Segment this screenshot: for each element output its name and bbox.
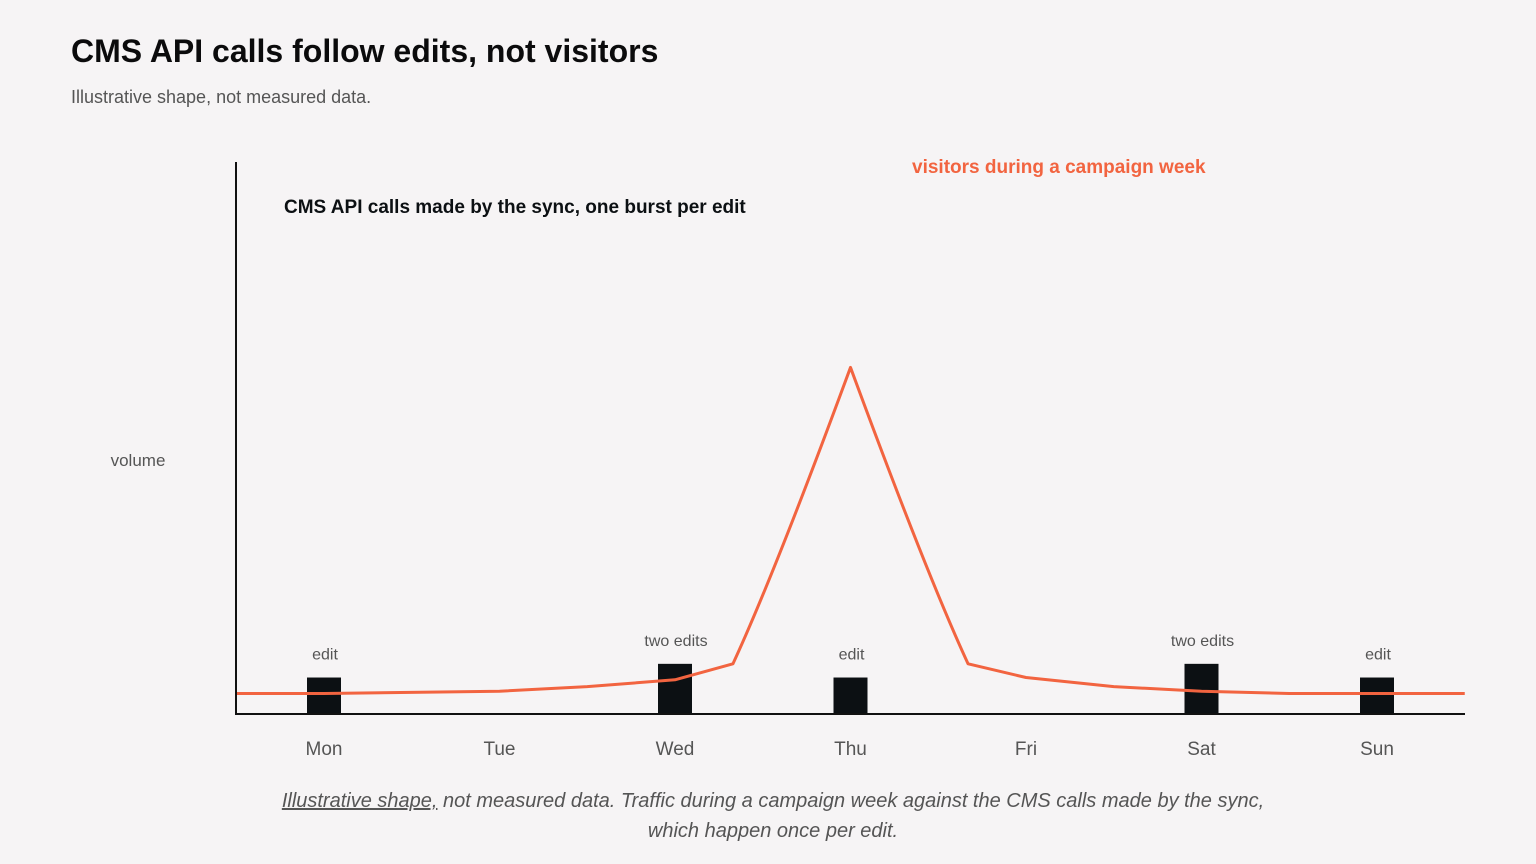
api-calls-series-label: CMS API calls made by the sync, one burs… [284, 197, 746, 218]
bars-group [307, 663, 1394, 714]
bar-label-sat: two edits [1171, 633, 1234, 650]
api-call-bar-wed [658, 663, 692, 714]
chart-caption: Illustrative shape, not measured data. T… [268, 786, 1278, 846]
x-tick-mon: Mon [306, 739, 343, 760]
caption-text: not measured data. Traffic during a camp… [437, 790, 1265, 842]
y-axis-label: volume [111, 451, 166, 470]
x-tick-labels-group: Mon Tue Wed Thu Fri Sat Sun [306, 739, 1394, 760]
bar-label-sun: edit [1365, 647, 1391, 664]
api-call-bar-mon [307, 677, 341, 714]
api-call-bar-sun [1360, 677, 1394, 714]
bar-labels-group: edit two edits edit two edits edit [312, 633, 1391, 664]
bar-label-thu: edit [839, 647, 865, 664]
x-tick-sun: Sun [1360, 739, 1394, 760]
visitors-series-label: visitors during a campaign week [912, 157, 1206, 178]
bar-label-mon: edit [312, 647, 338, 664]
api-call-bar-sat [1184, 663, 1219, 714]
visitors-line [236, 365, 1465, 695]
x-tick-sat: Sat [1187, 739, 1216, 760]
api-call-bar-thu [833, 677, 868, 714]
chart-title: CMS API calls follow edits, not visitors [71, 33, 659, 69]
x-tick-thu: Thu [834, 739, 867, 760]
bar-label-wed: two edits [644, 633, 707, 650]
x-tick-fri: Fri [1015, 739, 1037, 760]
x-tick-wed: Wed [656, 739, 695, 760]
chart-subtitle: Illustrative shape, not measured data. [71, 87, 372, 107]
x-tick-tue: Tue [483, 739, 515, 760]
caption-underlined: Illustrative shape, [281, 790, 438, 812]
